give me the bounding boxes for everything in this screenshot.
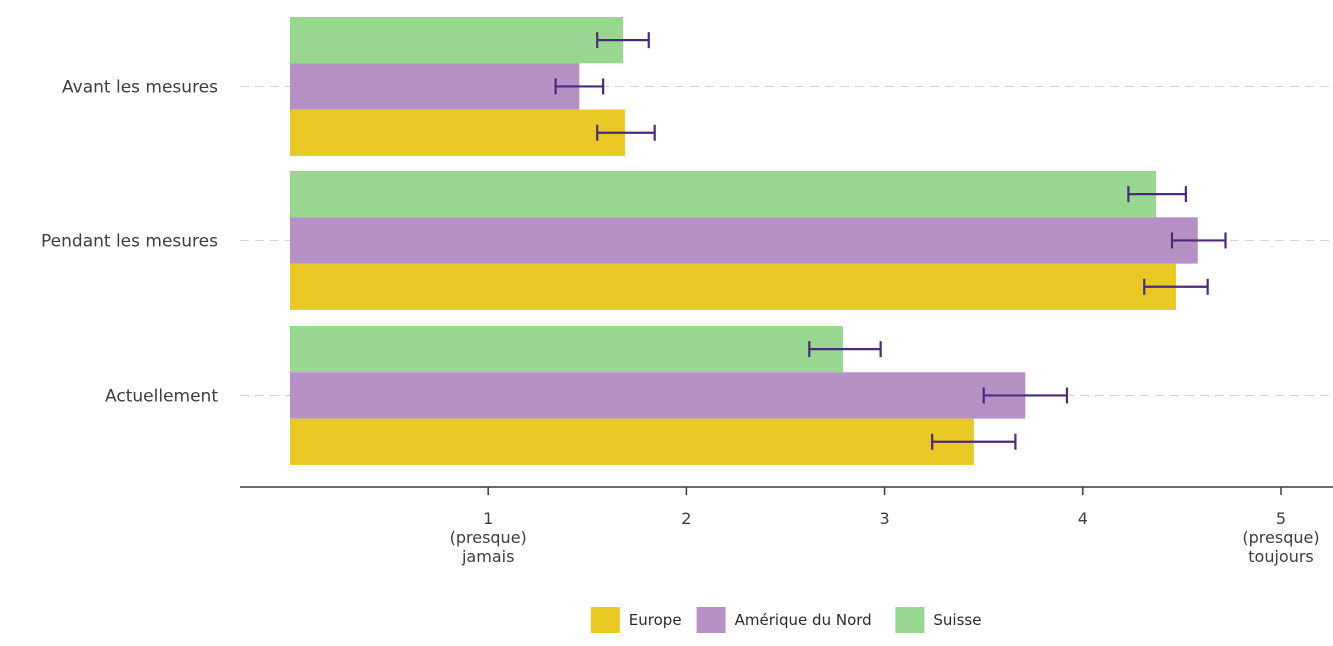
error-bar-europe-avant-les-mesures bbox=[596, 124, 656, 141]
bar-suisse-actuellement bbox=[290, 326, 843, 373]
x-tick-label-3: 3 bbox=[880, 509, 890, 528]
legend-label-amerique-du-nord: Amérique du Nord bbox=[735, 611, 872, 629]
bar-europe-actuellement bbox=[290, 418, 974, 465]
category-label-pendant-les-mesures: Pendant les mesures bbox=[41, 231, 218, 251]
category-label-avant-les-mesures: Avant les mesures bbox=[62, 77, 218, 97]
bar-amerique-du-nord-avant-les-mesures bbox=[290, 63, 580, 110]
x-tick-label-1: 1 (presque) jamais bbox=[450, 509, 527, 566]
error-bar-europe-pendant-les-mesures bbox=[1143, 278, 1209, 295]
error-bar-amerique-du-nord-pendant-les-mesures bbox=[1170, 232, 1227, 249]
legend-item-europe: Europe bbox=[590, 607, 682, 633]
legend-label-suisse: Suisse bbox=[933, 611, 981, 629]
bars bbox=[290, 17, 1198, 465]
bar-suisse-avant-les-mesures bbox=[290, 17, 623, 64]
category-labels: Avant les mesures Pendant les mesures Actu… bbox=[41, 77, 218, 406]
error-bars bbox=[554, 32, 1227, 450]
bar-suisse-pendant-les-mesures bbox=[290, 171, 1157, 218]
category-label-actuellement: Actuellement bbox=[105, 386, 218, 406]
error-bar-amerique-du-nord-actuellement bbox=[982, 387, 1069, 404]
error-bar-suisse-pendant-les-mesures bbox=[1127, 186, 1187, 203]
legend: Europe Amérique du Nord Suisse bbox=[590, 607, 981, 633]
error-bar-amerique-du-nord-avant-les-mesures bbox=[554, 78, 605, 95]
legend-swatch-europe bbox=[590, 607, 620, 633]
legend-item-amerique-du-nord: Amérique du Nord bbox=[696, 607, 872, 633]
error-bar-europe-actuellement bbox=[931, 433, 1017, 450]
x-axis-ticks: 1 (presque) jamais 2 3 4 5 (presque) toujours bbox=[450, 487, 1320, 566]
legend-label-europe: Europe bbox=[629, 611, 682, 629]
legend-swatch-amerique-du-nord bbox=[696, 607, 726, 633]
bar-europe-avant-les-mesures bbox=[290, 109, 625, 156]
bar-amerique-du-nord-pendant-les-mesures bbox=[290, 217, 1198, 264]
error-bar-suisse-actuellement bbox=[808, 341, 882, 358]
error-bar-suisse-avant-les-mesures bbox=[596, 32, 650, 49]
legend-swatch-suisse bbox=[895, 607, 925, 633]
legend-item-suisse: Suisse bbox=[895, 607, 981, 633]
bar-amerique-du-nord-actuellement bbox=[290, 372, 1026, 419]
bar-europe-pendant-les-mesures bbox=[290, 263, 1176, 310]
x-tick-label-5: 5 (presque) toujours bbox=[1242, 509, 1319, 566]
x-tick-label-2: 2 bbox=[681, 509, 691, 528]
x-tick-label-4: 4 bbox=[1078, 509, 1088, 528]
